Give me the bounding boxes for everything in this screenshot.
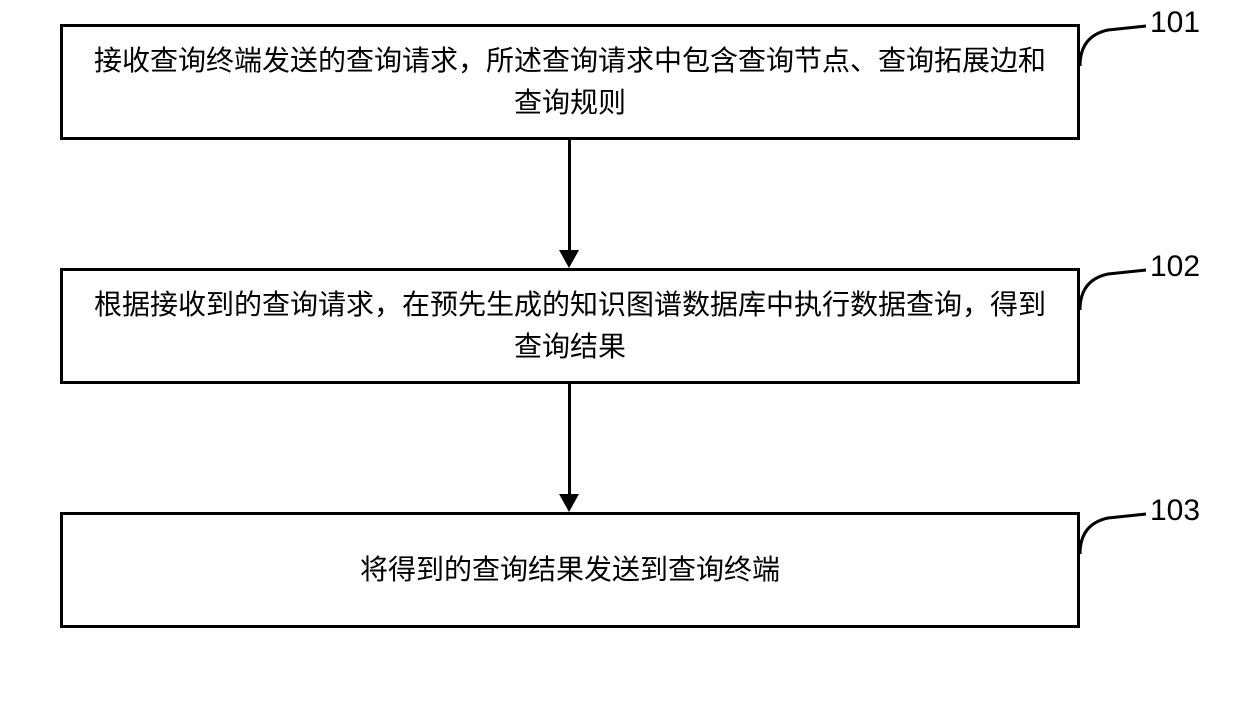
connector-curve-1 xyxy=(1078,24,1148,66)
flowchart-step-3: 将得到的查询结果发送到查询终端 xyxy=(60,512,1080,628)
arrow-2-to-3-head xyxy=(559,494,579,512)
connector-curve-3 xyxy=(1078,512,1148,554)
flowchart-step-1: 接收查询终端发送的查询请求，所述查询请求中包含查询节点、查询拓展边和查询规则 xyxy=(60,24,1080,140)
step-1-label: 101 xyxy=(1150,6,1200,40)
step-2-label: 102 xyxy=(1150,250,1200,284)
connector-curve-2 xyxy=(1078,268,1148,310)
step-3-label: 103 xyxy=(1150,494,1200,528)
arrow-1-to-2-line xyxy=(568,140,571,250)
flowchart-step-2: 根据接收到的查询请求，在预先生成的知识图谱数据库中执行数据查询，得到查询结果 xyxy=(60,268,1080,384)
step-3-text: 将得到的查询结果发送到查询终端 xyxy=(360,549,780,591)
step-1-text: 接收查询终端发送的查询请求，所述查询请求中包含查询节点、查询拓展边和查询规则 xyxy=(83,40,1057,124)
step-2-text: 根据接收到的查询请求，在预先生成的知识图谱数据库中执行数据查询，得到查询结果 xyxy=(83,284,1057,368)
arrow-2-to-3-line xyxy=(568,384,571,494)
arrow-1-to-2-head xyxy=(559,250,579,268)
